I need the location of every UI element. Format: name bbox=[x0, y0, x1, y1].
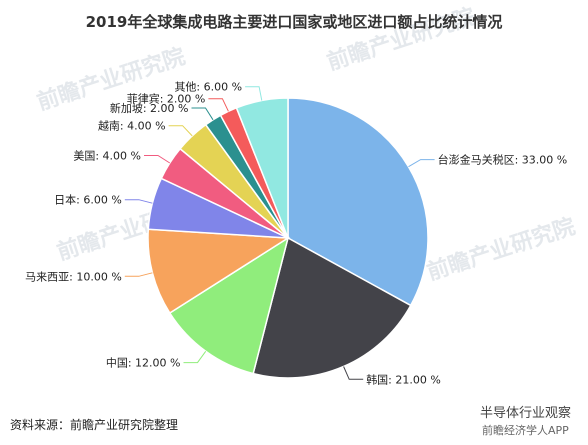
slice-label-9: 其他: 6.00 % bbox=[174, 81, 242, 94]
corner-watermark-text: 半导体行业观察 bbox=[480, 406, 571, 421]
leader-line-0 bbox=[408, 159, 435, 168]
corner-watermark: 半导体行业观察 前瞻经济学人APP bbox=[480, 406, 571, 437]
corner-watermark-sub: 前瞻经济学人APP bbox=[482, 423, 569, 437]
pie-slice-3 bbox=[147, 228, 291, 315]
slice-label-3: 马来西亚: 10.00 % bbox=[25, 270, 122, 283]
slice-label-1: 韩国: 21.00 % bbox=[366, 372, 441, 386]
source-note: 资料来源：前瞻产业研究院整理 bbox=[10, 417, 178, 432]
leader-line-2 bbox=[183, 351, 207, 364]
leader-line-5 bbox=[144, 155, 171, 164]
leader-line-7 bbox=[191, 107, 214, 121]
leader-line-1 bbox=[343, 366, 364, 380]
chart-title: 2019年全球集成电路主要进口国家或地区进口额占比统计情况 bbox=[86, 13, 503, 31]
slice-label-7: 新加坡: 2.00 % bbox=[110, 101, 189, 115]
slice-label-6: 越南: 4.00 % bbox=[98, 119, 166, 133]
slice-label-8: 菲律宾: 2.00 % bbox=[127, 92, 206, 106]
leader-lines bbox=[124, 86, 435, 380]
slice-label-2: 中国: 12.00 % bbox=[106, 357, 181, 370]
slice-labels: 台澎金马关税区: 33.00 % 韩国: 21.00 % 中国: 12.00 % 马来… bbox=[25, 81, 567, 387]
slice-label-5: 美国: 4.00 % bbox=[73, 150, 141, 163]
slice-label-4: 日本: 6.00 % bbox=[54, 193, 122, 207]
slice-label-0: 台澎金马关税区: 33.00 % bbox=[438, 153, 568, 167]
pie-slice-2 bbox=[168, 236, 290, 375]
pie-slices bbox=[147, 97, 429, 379]
leader-line-9 bbox=[245, 86, 263, 101]
pie-slice-1 bbox=[252, 236, 412, 379]
leader-line-4 bbox=[124, 199, 153, 204]
pie-slice-0 bbox=[287, 97, 429, 307]
leader-line-6 bbox=[168, 125, 193, 137]
leader-line-3 bbox=[124, 272, 153, 277]
leader-line-8 bbox=[208, 98, 229, 112]
watermark-text: 前瞻产业研究院 bbox=[424, 213, 579, 285]
